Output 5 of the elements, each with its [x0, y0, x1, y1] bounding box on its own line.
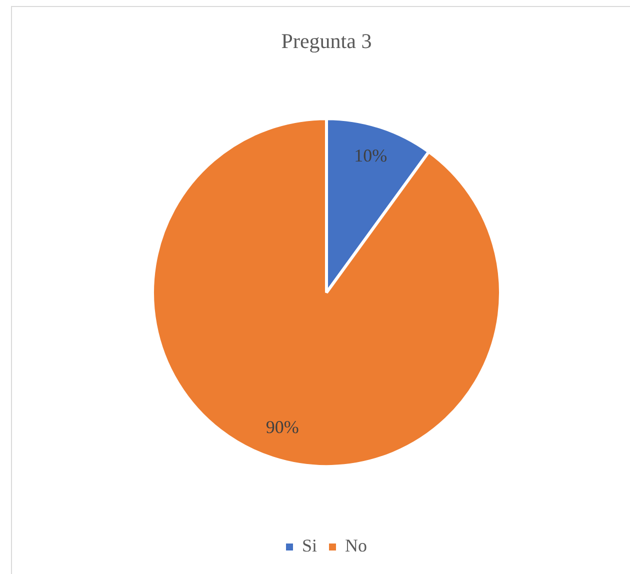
legend-label: No [345, 536, 368, 556]
data-label: 10% [354, 146, 388, 166]
data-label: 90% [266, 417, 299, 438]
chart-title: Pregunta 3 [281, 29, 372, 54]
legend-label: Si [302, 536, 318, 556]
